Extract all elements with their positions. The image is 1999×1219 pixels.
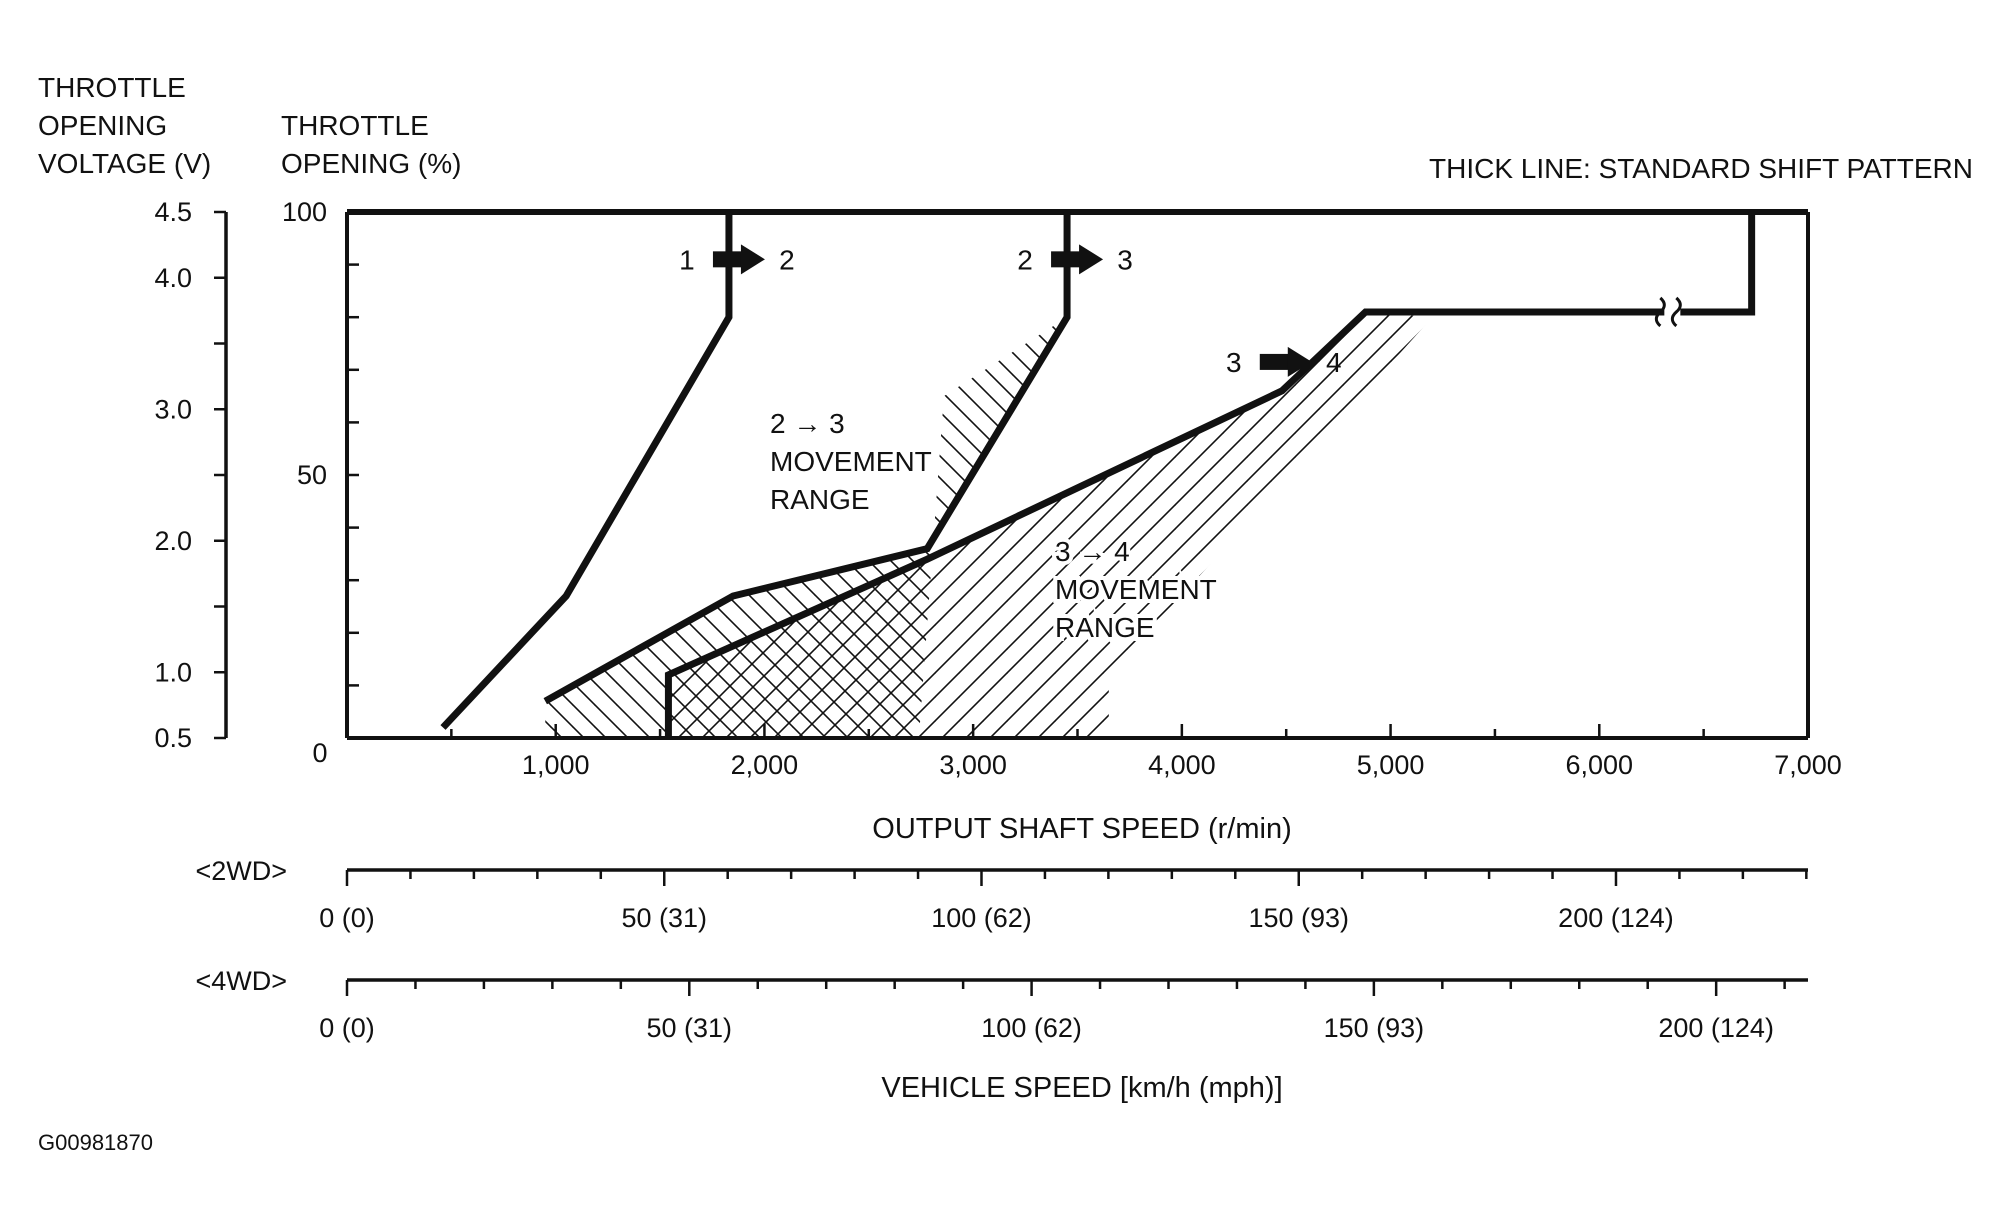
vehicle-scale-tick-label: 200 (124): [1558, 903, 1674, 933]
vehicle-scale-tick-label: 0 (0): [319, 903, 375, 933]
voltage-axis-title-line3: VOLTAGE (V): [38, 148, 211, 179]
movement-range-label: RANGE: [1055, 612, 1155, 643]
percent-axis-title-line1: THROTTLE: [281, 110, 429, 141]
x-tick-label: 3,000: [939, 750, 1007, 780]
x-tick-label: 5,000: [1357, 750, 1425, 780]
percent-axis-title-line2: OPENING (%): [281, 148, 461, 179]
vehicle-scale-tick-label: 150 (93): [1324, 1013, 1425, 1043]
gear-to-label: 3: [1117, 244, 1133, 275]
movement-range-label: 3 → 4: [1055, 536, 1130, 567]
gear-to-label: 4: [1326, 347, 1342, 378]
vehicle-scale-tick-label: 150 (93): [1248, 903, 1349, 933]
vehicle-scale-tick-label: 50 (31): [647, 1013, 733, 1043]
x-tick-label: 4,000: [1148, 750, 1216, 780]
vehicle-scale-tick-label: 100 (62): [931, 903, 1032, 933]
vehicle-speed-title: VEHICLE SPEED [km/h (mph)]: [881, 1072, 1282, 1104]
y-voltage-tick-label: 1.0: [154, 657, 192, 687]
vehicle-scale-tick-label: 50 (31): [621, 903, 707, 933]
voltage-axis-title-line2: OPENING: [38, 110, 167, 141]
x-zero-label: 0: [312, 738, 327, 768]
x-tick-label: 6,000: [1565, 750, 1633, 780]
arrow-head: [740, 244, 765, 275]
arrow-head: [1079, 244, 1104, 275]
vehicle-scale-tick-label: 200 (124): [1658, 1013, 1774, 1043]
y-voltage-tick-label: 4.0: [154, 263, 192, 293]
arrow-shaft: [1259, 353, 1290, 370]
movement-range-label: RANGE: [770, 484, 870, 515]
y-voltage-tick-label: 0.5: [154, 723, 192, 753]
vehicle-scale-tick-label: 0 (0): [319, 1013, 375, 1043]
arrow-shaft: [1051, 251, 1082, 268]
x-axis-title: OUTPUT SHAFT SPEED (r/min): [872, 813, 1291, 845]
movement-range-label: MOVEMENT: [1055, 574, 1217, 605]
gear-to-label: 2: [779, 244, 795, 275]
vehicle-scale-name: <4WD>: [195, 966, 287, 996]
vehicle-scale-4wd: <4WD> 0 (0) 50 (31) 100 (62) 150 (93) 200 (12…: [195, 966, 1808, 1043]
vehicle-scale-2wd: <2WD> 0 (0) 50 (31) 100 (62) 150 (93) 200 (12…: [195, 856, 1808, 933]
x-tick-label: 7,000: [1774, 750, 1842, 780]
movement-range-label: MOVEMENT: [770, 446, 932, 477]
line-break-gap: [1664, 302, 1681, 321]
line-break-mark: [1654, 296, 1666, 328]
movement-range-2: [668, 311, 1433, 738]
movement-range-1: [545, 317, 1068, 738]
gear-from-label: 2: [1017, 244, 1033, 275]
arrow-head: [1287, 346, 1312, 377]
line-break-mark: [1670, 296, 1682, 328]
y-percent-tick-label: 100: [282, 197, 327, 227]
arrow-shaft: [712, 251, 743, 268]
chart-note: THICK LINE: STANDARD SHIFT PATTERN: [1429, 153, 1973, 184]
y-voltage-tick-label: 4.5: [154, 197, 192, 227]
y-voltage-tick-label: 3.0: [154, 394, 192, 424]
shift-line-2-3: [543, 212, 1071, 705]
shift-line-3-4: [664, 212, 1756, 738]
gear-from-label: 1: [679, 244, 695, 275]
x-tick-label: 1,000: [522, 750, 590, 780]
vehicle-scale-tick-label: 100 (62): [981, 1013, 1082, 1043]
vehicle-scale-name: <2WD>: [195, 856, 287, 886]
voltage-axis-title-line1: THROTTLE: [38, 72, 186, 103]
movement-range-label: 2 → 3: [770, 408, 845, 439]
x-tick-label: 2,000: [731, 750, 799, 780]
y-voltage-tick-label: 2.0: [154, 526, 192, 556]
gear-from-label: 3: [1226, 347, 1242, 378]
figure-id: G00981870: [38, 1130, 153, 1155]
y-percent-tick-label: 50: [297, 460, 327, 490]
